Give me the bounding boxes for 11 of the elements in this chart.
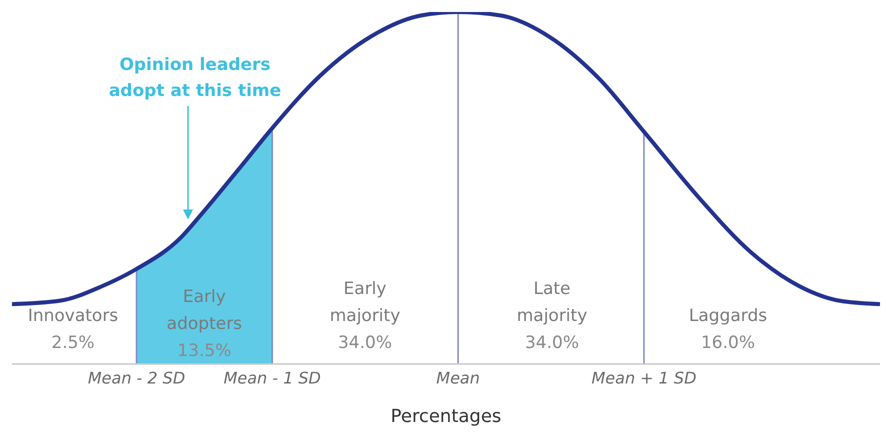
annotation: Laggards 16.0% xyxy=(688,306,768,353)
annotation: Opinion leaders adopt at this time xyxy=(108,55,282,101)
annotation: Innovators 2.5% xyxy=(28,306,118,353)
x-tick-label: Mean - 2 SD xyxy=(88,368,186,388)
x-tick-label: Mean + 1 SD xyxy=(591,368,696,388)
annotation: Early majority 34.0% xyxy=(330,279,400,353)
band-label: Early adopters 13.5% xyxy=(166,287,242,361)
annotation: Late majority 34.0% xyxy=(516,279,588,353)
x-tick-label: Mean - 1 SD xyxy=(224,368,321,388)
x-axis-title: Percentages xyxy=(390,406,502,427)
x-tick-label: Mean xyxy=(436,368,480,388)
